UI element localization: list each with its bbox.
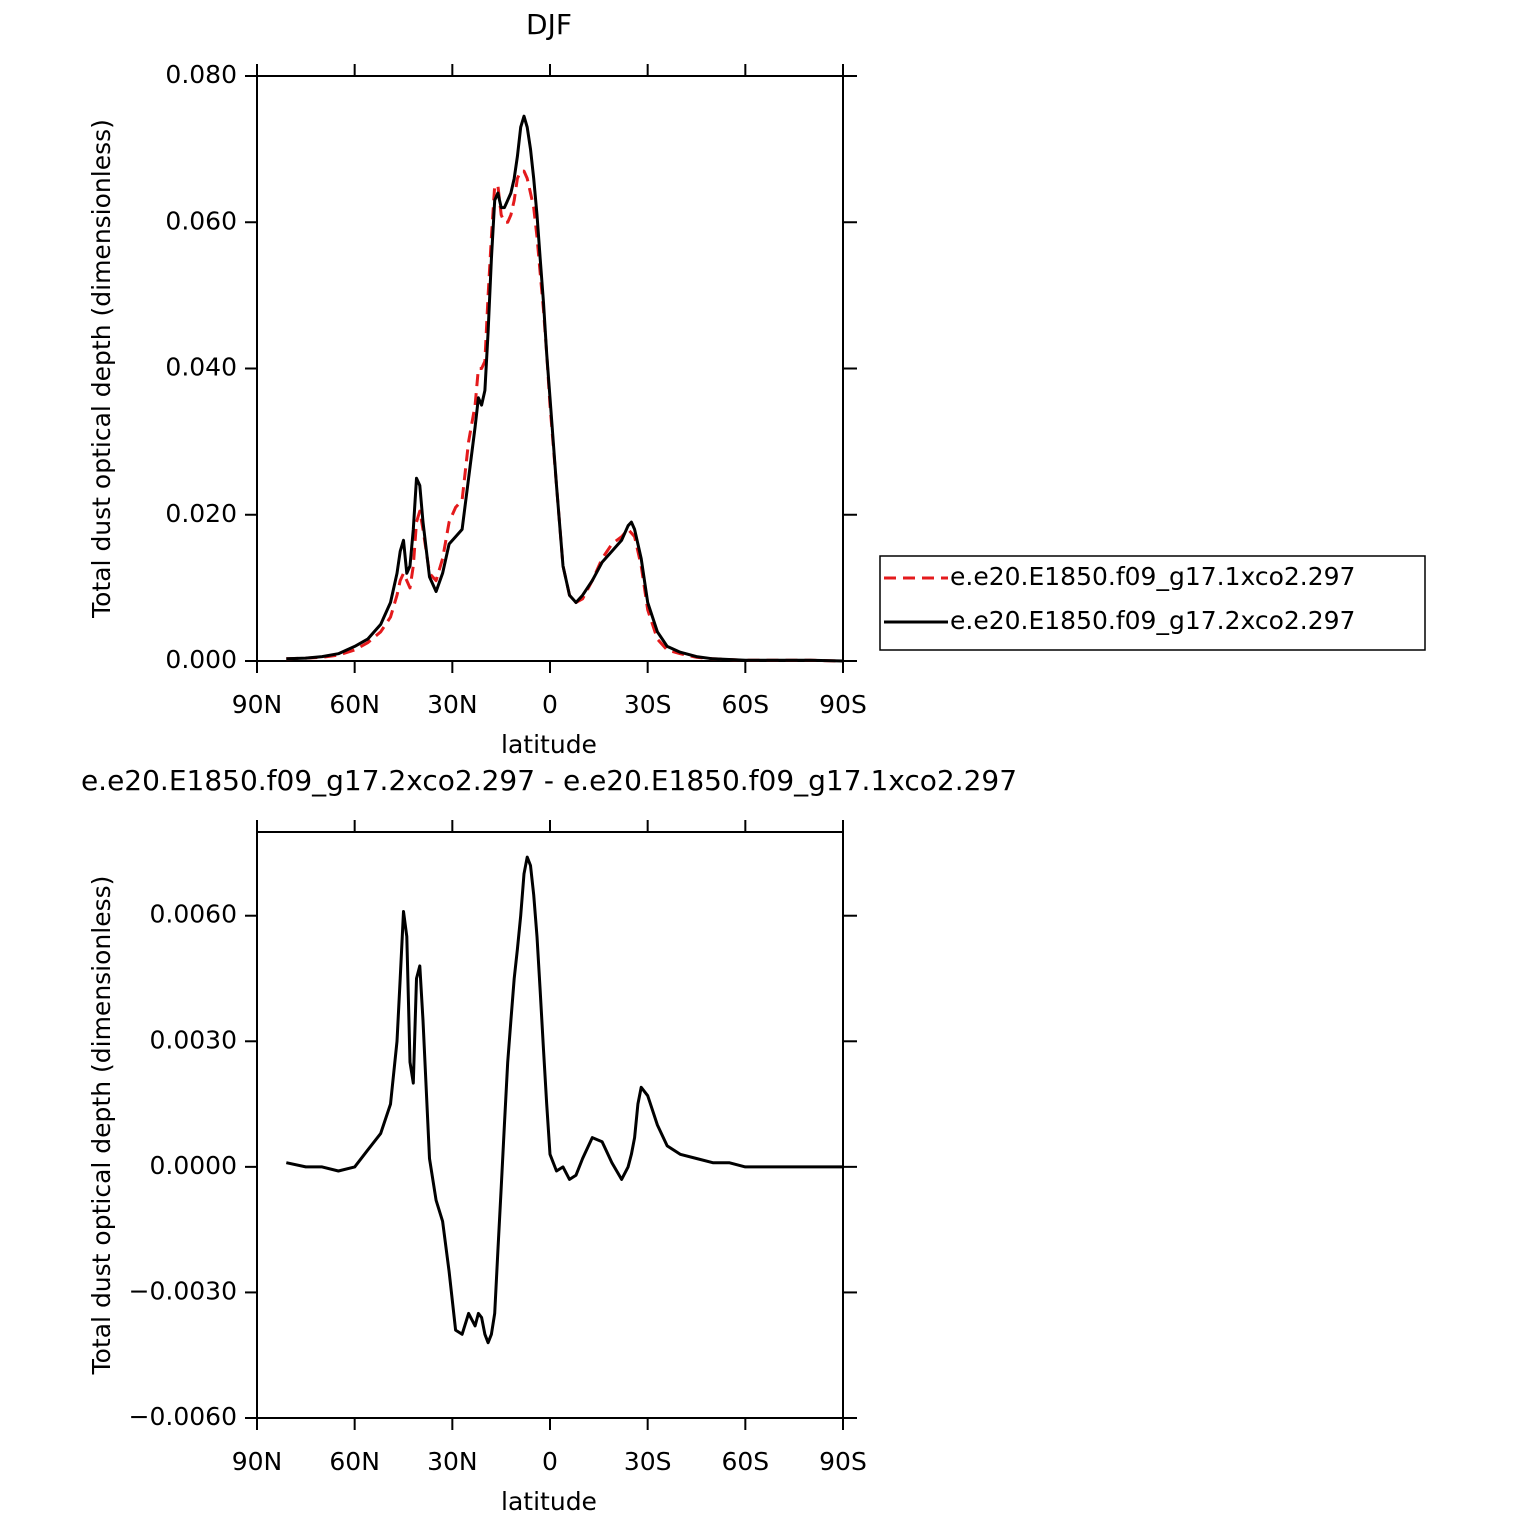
legend-box (879, 555, 1426, 651)
x-tick-label: 90S (819, 690, 867, 719)
x-tick-label: 90S (819, 1447, 867, 1476)
x-tick-label: 90N (232, 690, 283, 719)
y-tick-label: 0.000 (165, 645, 237, 674)
chart-title: DJF (526, 8, 572, 41)
y-tick-label: −0.0030 (129, 1276, 237, 1305)
x-tick-label: 60N (329, 1447, 380, 1476)
y-tick-label: 0.040 (165, 353, 237, 382)
x-tick-label: 0 (542, 690, 558, 719)
y-tick-label: −0.0060 (129, 1402, 237, 1431)
y-tick-label: 0.060 (165, 206, 237, 235)
x-tick-label: 60S (721, 690, 769, 719)
legend-label: e.e20.E1850.f09_g17.2xco2.297 (950, 606, 1355, 635)
x-tick-label: 30N (427, 690, 478, 719)
y-tick-label: 0.0030 (150, 1025, 237, 1054)
chart-title: e.e20.E1850.f09_g17.2xco2.297 - e.e20.E1… (81, 764, 1017, 797)
y-axis-label: Total dust optical depth (dimensionless) (87, 876, 116, 1376)
plot-frame (256, 75, 844, 662)
x-tick-label: 0 (542, 1447, 558, 1476)
x-tick-label: 30N (427, 1447, 478, 1476)
x-tick-label: 60N (329, 690, 380, 719)
y-axis-label: Total dust optical depth (dimensionless) (87, 119, 116, 619)
x-tick-label: 60S (721, 1447, 769, 1476)
data-line (286, 114, 844, 663)
y-tick-label: 0.0060 (150, 900, 237, 929)
data-line (285, 855, 843, 1345)
x-tick-label: 30S (624, 1447, 672, 1476)
x-tick-label: 90N (232, 1447, 283, 1476)
x-tick-label: 30S (624, 690, 672, 719)
y-tick-label: 0.0000 (150, 1151, 237, 1180)
y-tick-label: 0.020 (165, 499, 237, 528)
plot-frame (256, 831, 844, 1419)
x-axis-label: latitude (501, 730, 597, 759)
x-axis-label: latitude (501, 1487, 597, 1516)
y-tick-label: 0.080 (165, 60, 237, 89)
legend-label: e.e20.E1850.f09_g17.1xco2.297 (950, 562, 1355, 591)
data-line (286, 169, 844, 663)
